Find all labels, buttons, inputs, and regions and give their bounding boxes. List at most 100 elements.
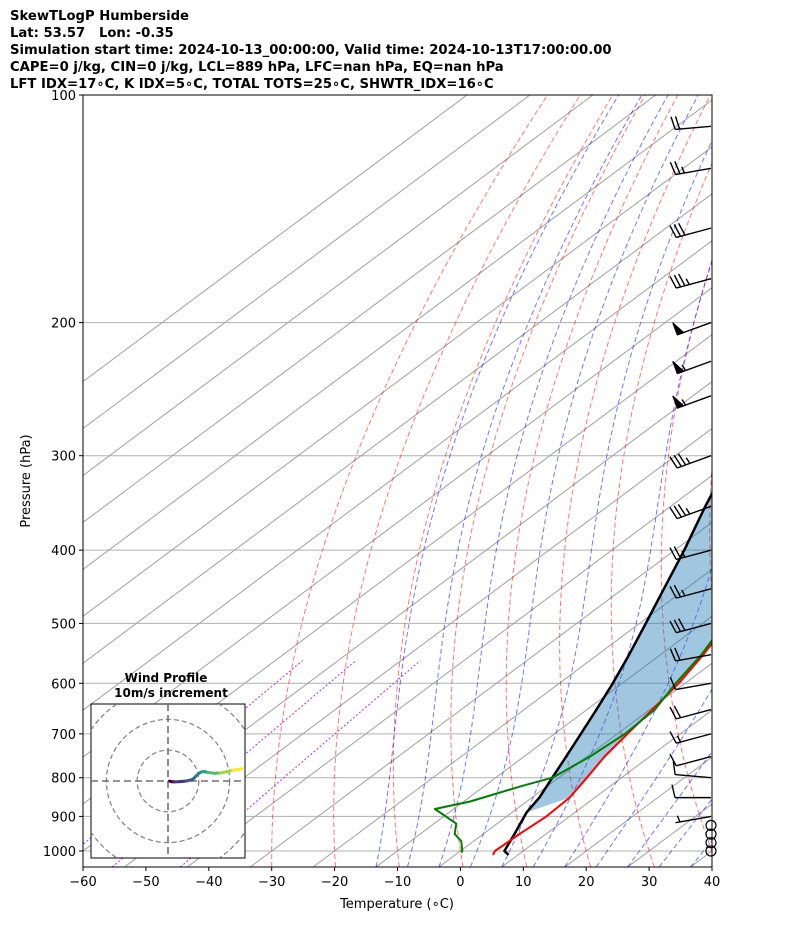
wind-barb-full — [673, 274, 682, 288]
wind-barb-full — [677, 503, 687, 516]
wind-barb-full — [673, 705, 682, 719]
moist-adiabat-line — [532, 259, 712, 867]
dry-adiabat-line — [757, 95, 794, 867]
wind-barb-full — [674, 161, 681, 175]
isotherm-line — [83, 240, 712, 711]
wind-barbs — [669, 116, 717, 857]
isotherm-line — [83, 193, 712, 664]
wind-barb-staff — [675, 654, 712, 662]
moist-adiabat-line — [407, 95, 643, 867]
wind-barb-full — [674, 647, 681, 661]
isotherm-line — [501, 709, 712, 867]
moist-adiabat-line — [627, 750, 712, 867]
wind-barb-half — [681, 550, 686, 558]
y-tick-label: 100 — [51, 89, 76, 104]
y-axis-label: Pressure (hPa) — [19, 434, 34, 527]
wind-barb-staff — [676, 549, 712, 561]
isotherm-line — [249, 521, 712, 867]
wind-barb-full — [678, 223, 686, 236]
wind-barb-full — [673, 584, 682, 598]
y-tick-label: 600 — [51, 677, 76, 692]
y-tick-label: 900 — [51, 810, 76, 825]
x-tick-label: −10 — [384, 875, 411, 890]
wind-barb-staff — [676, 505, 712, 520]
wind-barb-full — [673, 619, 682, 632]
wind-barb-half — [685, 457, 691, 464]
y-tick-label: 500 — [51, 617, 76, 632]
wind-barb-full — [669, 753, 677, 767]
wind-barb-full — [669, 706, 677, 720]
x-axis-label: Temperature (∘C) — [339, 897, 454, 912]
moist-adiabat-line — [564, 564, 712, 867]
calm-wind-circle — [705, 845, 717, 857]
y-tick-label: 700 — [51, 728, 76, 743]
wind-barb-full — [669, 731, 677, 744]
x-tick-label: −30 — [258, 875, 285, 890]
x-tick-label: −50 — [132, 875, 159, 890]
moist-adiabat-line — [438, 95, 669, 867]
mixing-ratio-line — [83, 660, 303, 845]
wind-barb-staff — [676, 227, 712, 239]
dry-adiabat-line — [709, 461, 712, 601]
isotherm-line — [690, 850, 712, 867]
wind-barb-full — [672, 761, 676, 775]
isotherm-line — [83, 99, 712, 570]
wind-barb-staff — [675, 682, 712, 691]
wind-barb-full — [671, 784, 676, 798]
x-tick-label: 20 — [578, 875, 595, 890]
wind-barb-half — [681, 166, 686, 174]
x-tick-label: 40 — [704, 875, 721, 890]
calm-wind-circle — [705, 837, 717, 849]
calm-wind-circle — [705, 819, 717, 831]
isotherm-line — [375, 615, 712, 867]
wind-barb-flag — [672, 360, 685, 375]
cape-cin-shading — [526, 493, 712, 813]
x-tick-label: −20 — [321, 875, 348, 890]
wind-barb-half — [681, 399, 687, 406]
wind-barb-staff — [676, 755, 712, 767]
wind-barb-staff — [675, 773, 712, 779]
stability-indices-2: LFT IDX=17∘C, K IDX=5∘C, TOTAL TOTS=25∘C… — [10, 77, 494, 92]
dewpoint-line — [433, 638, 712, 854]
wind-barb-staff — [675, 815, 712, 824]
y-tick-label: 200 — [51, 317, 76, 332]
wind-barb-full — [674, 116, 681, 130]
isotherm-line — [187, 474, 712, 867]
isotherm-line — [83, 95, 594, 477]
x-tick-label: 30 — [641, 875, 658, 890]
dry-adiabat-line — [271, 95, 548, 867]
cin-fill — [526, 493, 712, 813]
wind-barb-staff — [676, 708, 712, 720]
moist-adiabat-line — [501, 139, 712, 867]
dry-adiabat-line — [660, 258, 712, 853]
wind-barb-full — [669, 507, 678, 519]
wind-barb-flag — [672, 322, 685, 336]
wind-barb-flag — [672, 395, 685, 409]
wind-barb-full — [673, 454, 682, 467]
wind-barb-full — [673, 224, 682, 237]
wind-barb-half — [681, 589, 686, 597]
wind-barb-full — [673, 546, 682, 559]
wind-barb-half — [685, 508, 691, 515]
hodograph — [91, 704, 245, 858]
y-tick-label: 400 — [51, 544, 76, 559]
wind-barb-half — [676, 815, 681, 823]
stability-indices-1: CAPE=0 j/kg, CIN=0 j/kg, LCL=889 hPa, LF… — [10, 60, 504, 75]
location-coordinates: Lat: 53.57 Lon: -0.35 — [10, 26, 174, 41]
wind-barb-half — [681, 364, 687, 371]
axis-ticks: −60 −50 −40 −30 −20 −10 0 10 20 30 40 100 200 300 400 5… — [43, 89, 720, 890]
wind-barb-full — [669, 275, 677, 289]
dry-adiabat-line — [333, 95, 581, 867]
isotherm-line — [124, 427, 712, 867]
moist-adiabat-line — [658, 798, 712, 867]
wind-barb-full — [669, 225, 677, 238]
calm-wind-circle — [705, 828, 717, 840]
wind-barb-full — [669, 547, 677, 560]
chart-title: SkewTLogP Humberside — [10, 9, 190, 24]
wind-barb-full — [669, 586, 677, 599]
dry-adiabat-line — [450, 95, 646, 867]
y-tick-label: 800 — [51, 772, 76, 787]
wind-barb-full — [669, 676, 677, 690]
hodograph-title: Wind Profile — [125, 671, 208, 685]
